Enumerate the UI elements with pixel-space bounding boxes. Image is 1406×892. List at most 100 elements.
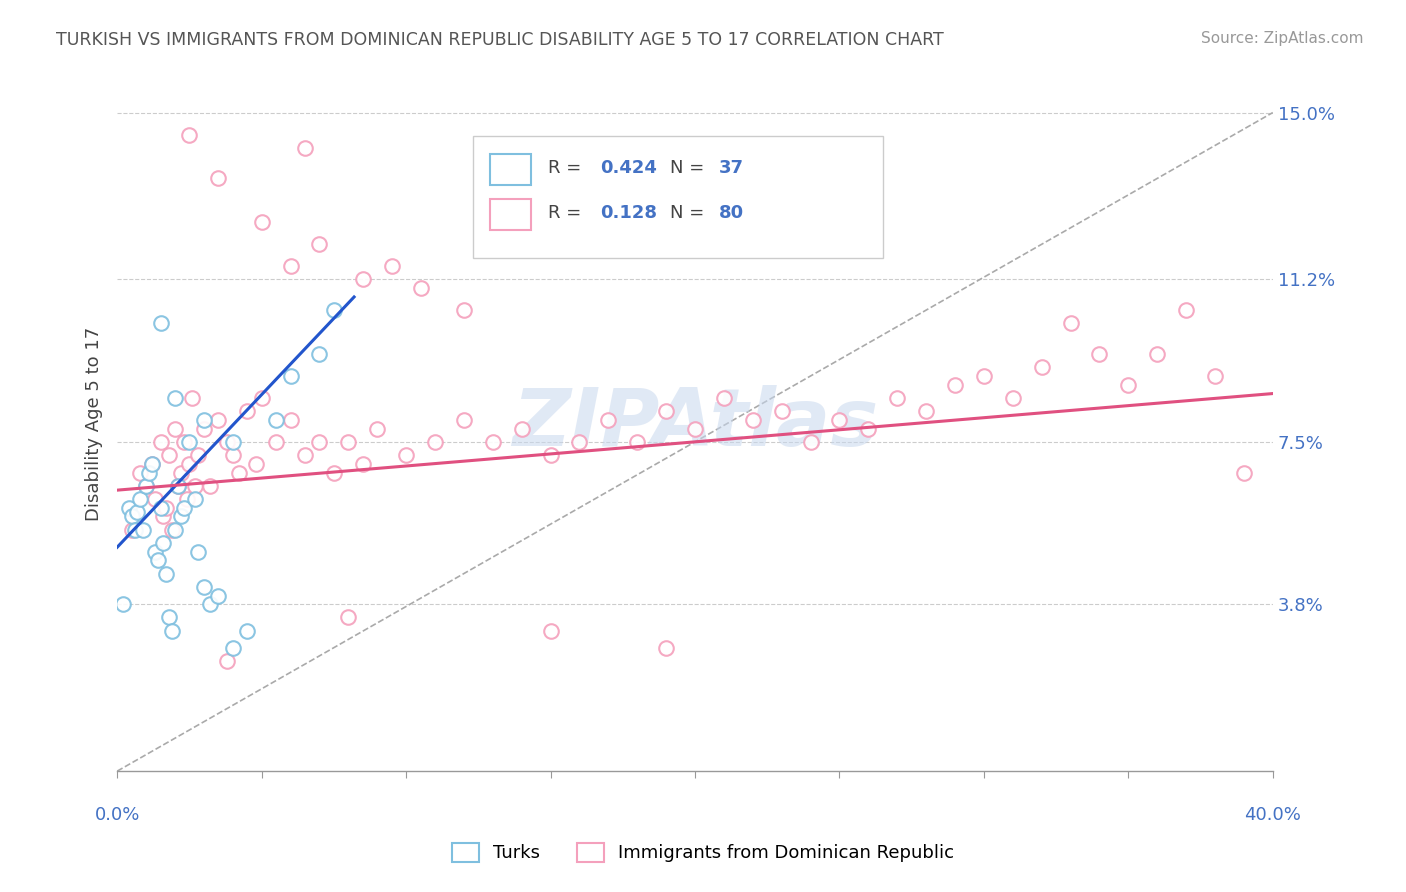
Point — [481, 434, 503, 449]
Point — [858, 422, 880, 436]
Point — [1204, 369, 1226, 384]
Point — [135, 479, 157, 493]
Point — [655, 404, 678, 418]
Point — [915, 404, 938, 418]
Point — [453, 413, 475, 427]
Bar — [491, 153, 531, 185]
Point — [423, 434, 446, 449]
Point — [193, 413, 215, 427]
Point — [250, 391, 273, 405]
Point — [337, 434, 360, 449]
Point — [973, 369, 995, 384]
Point — [294, 141, 316, 155]
Point — [129, 466, 152, 480]
Text: R =: R = — [548, 159, 588, 177]
Point — [1031, 360, 1053, 375]
Point — [1175, 303, 1198, 318]
Point — [322, 303, 344, 318]
FancyBboxPatch shape — [472, 136, 883, 258]
Legend: Turks, Immigrants from Dominican Republic: Turks, Immigrants from Dominican Republi… — [444, 836, 962, 870]
Text: Source: ZipAtlas.com: Source: ZipAtlas.com — [1201, 31, 1364, 46]
Point — [741, 413, 763, 427]
Point — [155, 566, 177, 581]
Point — [163, 391, 186, 405]
Point — [149, 500, 172, 515]
Point — [308, 347, 330, 361]
Point — [118, 500, 141, 515]
Point — [308, 237, 330, 252]
Point — [121, 523, 143, 537]
Point — [129, 491, 152, 506]
Point — [187, 544, 209, 558]
Point — [683, 422, 706, 436]
Point — [540, 448, 562, 462]
Text: 80: 80 — [720, 203, 744, 222]
Point — [179, 434, 201, 449]
Text: ZIPAtlas: ZIPAtlas — [512, 385, 879, 463]
Point — [264, 434, 287, 449]
Point — [111, 597, 134, 611]
Point — [198, 479, 221, 493]
Point — [352, 272, 374, 286]
Text: 37: 37 — [720, 159, 744, 177]
Text: 0.128: 0.128 — [600, 203, 657, 222]
Point — [453, 303, 475, 318]
Point — [207, 171, 229, 186]
Point — [143, 544, 166, 558]
Point — [207, 413, 229, 427]
Point — [146, 553, 169, 567]
Point — [245, 457, 267, 471]
Point — [215, 434, 238, 449]
Point — [1088, 347, 1111, 361]
Point — [770, 404, 793, 418]
Point — [409, 281, 432, 295]
Point — [179, 457, 201, 471]
Point — [1118, 377, 1140, 392]
Point — [540, 624, 562, 638]
Text: TURKISH VS IMMIGRANTS FROM DOMINICAN REPUBLIC DISABILITY AGE 5 TO 17 CORRELATION: TURKISH VS IMMIGRANTS FROM DOMINICAN REP… — [56, 31, 943, 49]
Point — [170, 509, 193, 524]
Point — [193, 580, 215, 594]
Point — [173, 434, 195, 449]
Point — [280, 259, 302, 273]
Point — [236, 624, 259, 638]
Point — [157, 610, 180, 624]
Point — [187, 448, 209, 462]
Point — [828, 413, 851, 427]
Point — [132, 523, 155, 537]
Point — [381, 259, 404, 273]
Point — [179, 128, 201, 142]
Text: R =: R = — [548, 203, 588, 222]
Point — [236, 404, 259, 418]
Point — [713, 391, 735, 405]
Point — [138, 466, 160, 480]
Point — [207, 589, 229, 603]
Point — [626, 434, 648, 449]
Point — [215, 654, 238, 668]
Point — [280, 369, 302, 384]
Point — [170, 466, 193, 480]
Point — [163, 422, 186, 436]
Point — [149, 316, 172, 330]
Point — [157, 448, 180, 462]
Text: N =: N = — [669, 159, 710, 177]
Point — [152, 509, 174, 524]
Point — [222, 434, 245, 449]
Point — [127, 505, 149, 519]
Point — [264, 413, 287, 427]
Point — [160, 523, 183, 537]
Point — [121, 509, 143, 524]
Text: 0.424: 0.424 — [600, 159, 657, 177]
Point — [143, 491, 166, 506]
Point — [250, 215, 273, 229]
Point — [799, 434, 821, 449]
Point — [395, 448, 418, 462]
Y-axis label: Disability Age 5 to 17: Disability Age 5 to 17 — [86, 327, 103, 522]
Point — [222, 448, 245, 462]
Point — [322, 466, 344, 480]
Point — [135, 479, 157, 493]
Point — [598, 413, 620, 427]
Point — [173, 500, 195, 515]
Point — [280, 413, 302, 427]
Point — [943, 377, 966, 392]
